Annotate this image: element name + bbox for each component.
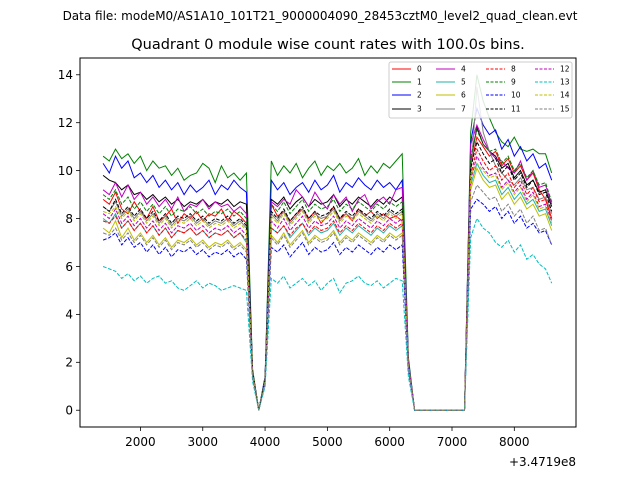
y-tick-label: 14 [58, 68, 73, 82]
x-tick-label: 5000 [312, 435, 343, 449]
series-line-3 [102, 125, 553, 411]
legend-label-15: 15 [560, 105, 570, 114]
series-line-13 [102, 217, 553, 411]
series-line-11 [102, 140, 553, 411]
series-line-9 [102, 128, 553, 411]
series-line-8 [102, 147, 553, 411]
legend-label-14: 14 [560, 91, 570, 100]
legend-label-4: 4 [461, 65, 466, 74]
legend-label-12: 12 [560, 65, 570, 74]
legend-label-1: 1 [417, 78, 422, 87]
x-tick-label: 6000 [374, 435, 405, 449]
legend-frame [388, 61, 573, 119]
y-tick-label: 2 [65, 356, 73, 370]
series-line-12 [102, 154, 553, 411]
legend-label-13: 13 [560, 78, 570, 87]
legend-label-3: 3 [417, 105, 422, 114]
x-tick-label: 8000 [499, 435, 530, 449]
x-axis: 2000 3000 4000 5000 6000 7000 8000 [125, 427, 530, 449]
legend-label-0: 0 [417, 65, 422, 74]
legend-label-6: 6 [461, 91, 466, 100]
y-tick-label: 6 [65, 260, 73, 274]
legend-label-11: 11 [511, 105, 521, 114]
series-line-4 [102, 123, 553, 411]
y-tick-label: 10 [58, 164, 73, 178]
axes-frame [79, 57, 577, 428]
chart-title: Quadrant 0 module wise count rates with … [131, 37, 525, 53]
y-tick-label: 12 [58, 116, 73, 130]
y-tick-label: 4 [65, 308, 73, 322]
y-tick-label: 0 [65, 404, 73, 418]
x-tick-label: 3000 [187, 435, 218, 449]
x-tick-label: 4000 [250, 435, 281, 449]
series-line-15 [102, 184, 553, 411]
legend-label-8: 8 [511, 65, 516, 74]
legend-label-10: 10 [511, 91, 521, 100]
legend-label-2: 2 [417, 91, 422, 100]
legend-label-9: 9 [511, 78, 516, 87]
series-line-10 [102, 198, 553, 411]
x-tick-label: 7000 [437, 435, 468, 449]
y-tick-label: 8 [65, 212, 73, 226]
series-line-6 [102, 166, 553, 411]
x-offset-label: +3.4719e8 [509, 455, 576, 469]
plot-lines [102, 74, 553, 411]
suptitle: Data file: modeM0/AS1A10_101T21_90000040… [63, 9, 578, 23]
legend-label-5: 5 [461, 78, 466, 87]
x-tick-label: 2000 [125, 435, 156, 449]
series-line-14 [102, 162, 553, 411]
legend-label-7: 7 [461, 105, 466, 114]
y-axis: 0 2 4 6 8 10 12 14 [58, 68, 80, 418]
